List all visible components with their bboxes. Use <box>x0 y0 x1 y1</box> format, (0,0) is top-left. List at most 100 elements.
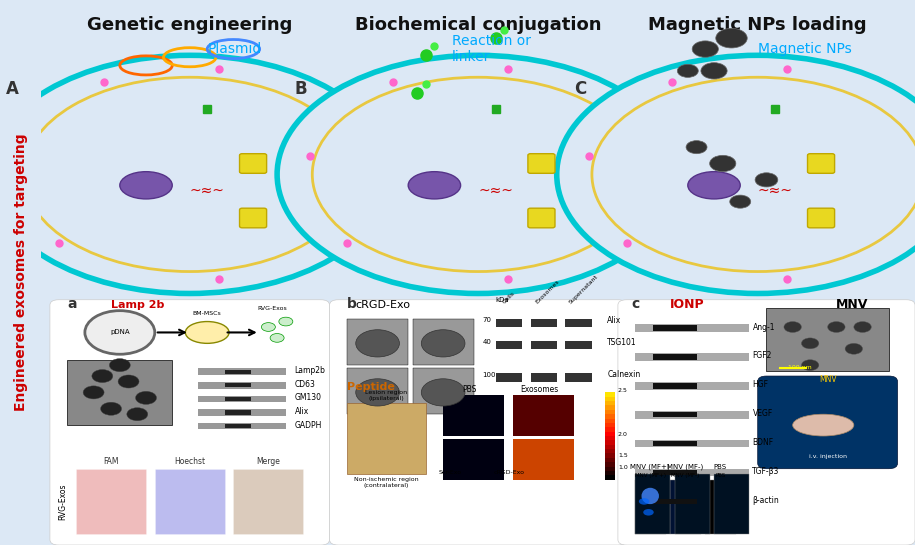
Text: Calnexin: Calnexin <box>608 371 640 379</box>
Text: 40: 40 <box>482 339 491 346</box>
FancyBboxPatch shape <box>605 462 615 467</box>
Ellipse shape <box>688 172 740 199</box>
FancyBboxPatch shape <box>347 403 425 474</box>
Circle shape <box>421 330 465 357</box>
Text: Scr-Exo: Scr-Exo <box>438 470 462 475</box>
FancyBboxPatch shape <box>347 368 408 414</box>
Circle shape <box>730 195 750 208</box>
Text: 70: 70 <box>482 317 491 324</box>
Text: CD63: CD63 <box>295 380 316 389</box>
FancyBboxPatch shape <box>605 458 615 462</box>
FancyBboxPatch shape <box>240 208 266 228</box>
FancyBboxPatch shape <box>652 470 696 475</box>
FancyBboxPatch shape <box>652 354 696 360</box>
FancyBboxPatch shape <box>225 410 251 415</box>
Ellipse shape <box>312 77 644 271</box>
Text: B: B <box>295 80 307 99</box>
Circle shape <box>356 330 400 357</box>
FancyBboxPatch shape <box>635 324 749 332</box>
FancyBboxPatch shape <box>605 410 615 414</box>
FancyBboxPatch shape <box>605 423 615 427</box>
Circle shape <box>677 64 698 77</box>
Text: b: b <box>347 297 357 311</box>
FancyBboxPatch shape <box>528 208 555 228</box>
Circle shape <box>639 498 650 505</box>
Text: Reaction or
linker: Reaction or linker <box>452 34 531 64</box>
FancyBboxPatch shape <box>531 341 556 349</box>
FancyBboxPatch shape <box>496 319 522 327</box>
FancyBboxPatch shape <box>605 449 615 453</box>
Text: Alix: Alix <box>608 316 621 325</box>
Circle shape <box>83 386 104 399</box>
Circle shape <box>692 41 718 57</box>
Text: Cells: Cells <box>501 291 516 305</box>
Circle shape <box>135 391 156 404</box>
Ellipse shape <box>592 77 915 271</box>
Circle shape <box>85 311 155 354</box>
FancyBboxPatch shape <box>635 498 749 505</box>
Text: Alix: Alix <box>295 407 309 416</box>
Text: a: a <box>68 297 77 311</box>
Circle shape <box>828 322 845 332</box>
Text: Non-ischemic region
(contralateral): Non-ischemic region (contralateral) <box>354 477 419 488</box>
FancyBboxPatch shape <box>528 154 555 173</box>
FancyBboxPatch shape <box>635 411 749 419</box>
FancyBboxPatch shape <box>674 474 710 534</box>
FancyBboxPatch shape <box>671 480 701 534</box>
Text: Exosomes: Exosomes <box>520 385 558 395</box>
Circle shape <box>109 359 130 372</box>
Circle shape <box>854 322 871 332</box>
Circle shape <box>802 338 819 349</box>
FancyBboxPatch shape <box>531 319 556 327</box>
Circle shape <box>784 322 802 332</box>
FancyBboxPatch shape <box>565 319 592 327</box>
Text: PBS: PBS <box>715 473 726 478</box>
Text: β-actin: β-actin <box>752 496 780 505</box>
Text: IONP: IONP <box>671 298 705 311</box>
Circle shape <box>118 375 139 388</box>
FancyBboxPatch shape <box>199 396 285 402</box>
Text: Engineered exosomes for targeting: Engineered exosomes for targeting <box>14 134 27 411</box>
FancyBboxPatch shape <box>758 376 898 469</box>
FancyBboxPatch shape <box>605 471 615 475</box>
FancyBboxPatch shape <box>605 392 615 397</box>
Circle shape <box>262 323 275 331</box>
Text: MNV (MF+): MNV (MF+) <box>630 464 670 470</box>
Circle shape <box>421 379 465 406</box>
FancyBboxPatch shape <box>652 412 696 417</box>
Text: PBS: PBS <box>714 464 727 470</box>
FancyBboxPatch shape <box>605 453 615 458</box>
Text: 2.0: 2.0 <box>618 432 628 437</box>
FancyBboxPatch shape <box>705 480 736 534</box>
Text: Ang-1: Ang-1 <box>752 323 775 331</box>
Text: pDNA: pDNA <box>110 329 130 336</box>
Text: 100 nm: 100 nm <box>789 365 812 370</box>
FancyBboxPatch shape <box>155 469 225 534</box>
FancyBboxPatch shape <box>808 154 834 173</box>
Text: HGF: HGF <box>752 380 769 389</box>
FancyBboxPatch shape <box>635 480 666 534</box>
FancyBboxPatch shape <box>513 395 575 436</box>
Text: MNV (MF-): MNV (MF-) <box>671 473 699 478</box>
Text: Lesion region
(ipsilateral): Lesion region (ipsilateral) <box>365 390 407 401</box>
Circle shape <box>92 370 113 383</box>
FancyBboxPatch shape <box>767 308 888 371</box>
FancyBboxPatch shape <box>68 360 172 425</box>
FancyBboxPatch shape <box>605 467 615 471</box>
FancyBboxPatch shape <box>808 208 834 228</box>
Text: RVG-Exos: RVG-Exos <box>59 483 68 519</box>
Text: Lamp 2b: Lamp 2b <box>111 300 165 310</box>
Text: c: c <box>631 297 640 311</box>
Text: Lamp2b: Lamp2b <box>295 366 326 375</box>
FancyBboxPatch shape <box>413 368 474 414</box>
Text: Genetic engineering: Genetic engineering <box>87 16 293 34</box>
Text: Magnetic NPs: Magnetic NPs <box>758 42 852 56</box>
Text: GM130: GM130 <box>295 393 321 402</box>
FancyBboxPatch shape <box>652 499 696 504</box>
FancyBboxPatch shape <box>199 423 285 429</box>
FancyBboxPatch shape <box>199 409 285 416</box>
FancyBboxPatch shape <box>635 474 671 534</box>
Circle shape <box>686 141 707 154</box>
Text: Peptide: Peptide <box>347 382 395 392</box>
FancyBboxPatch shape <box>199 382 285 389</box>
